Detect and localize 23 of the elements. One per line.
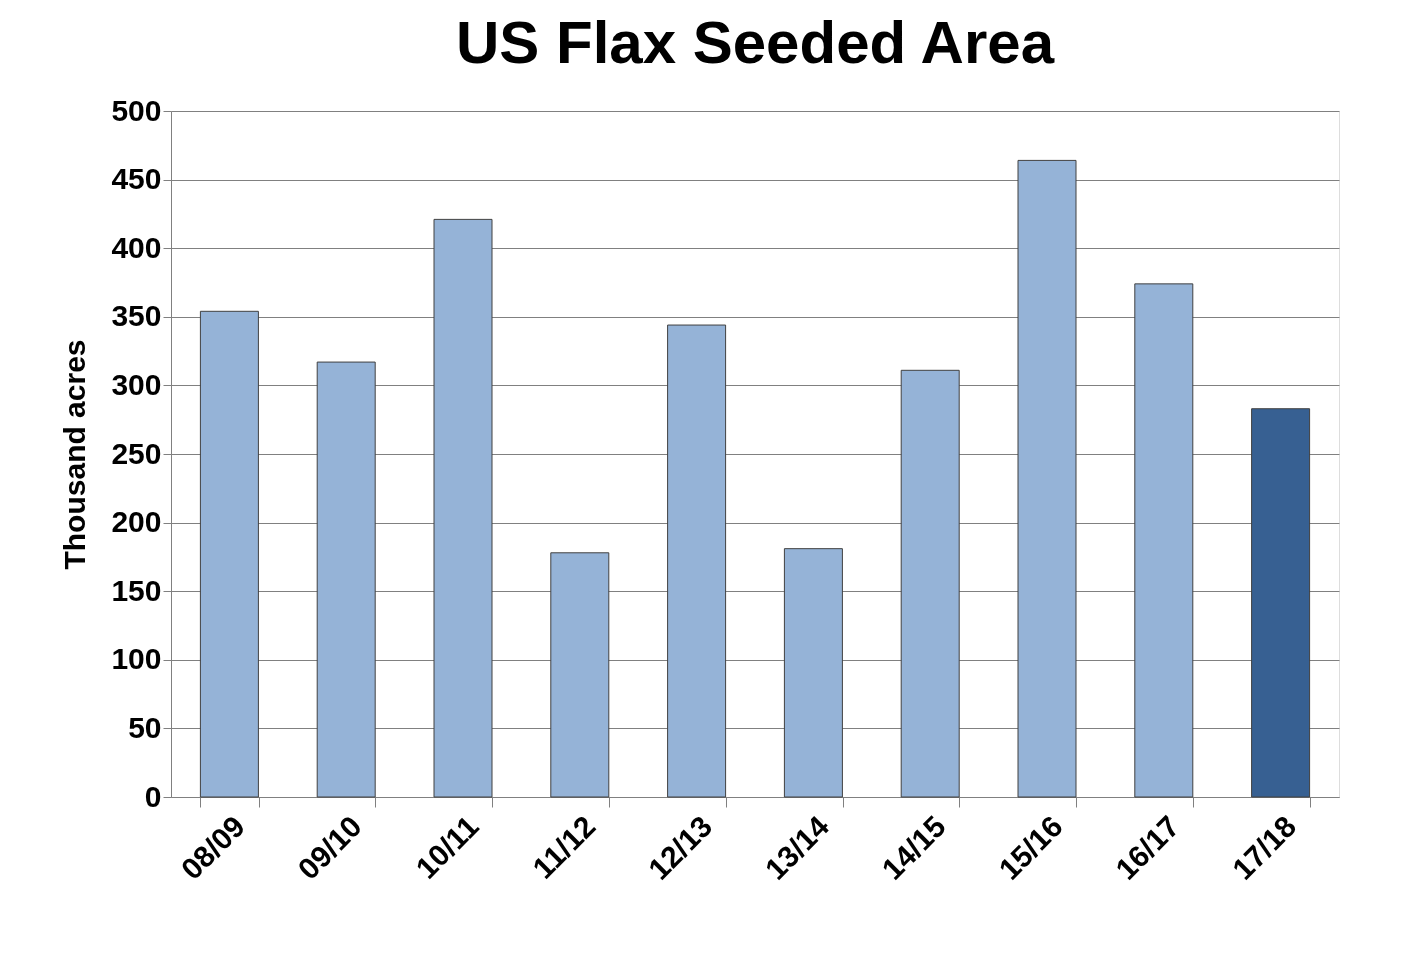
y-tick-label: 250 [111,436,162,470]
bar [199,310,259,798]
y-tick-label: 0 [144,779,162,813]
bar [550,552,610,798]
y-tick-label: 150 [111,573,162,607]
bar [316,361,376,798]
y-tick-label: 50 [128,710,162,744]
y-tick-label: 300 [111,367,162,401]
y-tick-label: 400 [111,230,162,264]
y-axis-title: Thousand acres [58,339,92,570]
bar [433,218,493,798]
y-tick-label: 350 [111,299,162,333]
bar [1251,408,1311,798]
y-tick-label: 200 [111,505,162,539]
y-tick-label: 500 [111,93,162,127]
bar [1017,159,1077,798]
chart-title: US Flax Seeded Area [455,9,1055,76]
bar [900,369,960,798]
bar [783,548,843,798]
bar [1134,283,1194,798]
bar [667,324,727,798]
y-tick-label: 100 [111,642,162,676]
y-tick-label: 450 [111,162,162,196]
